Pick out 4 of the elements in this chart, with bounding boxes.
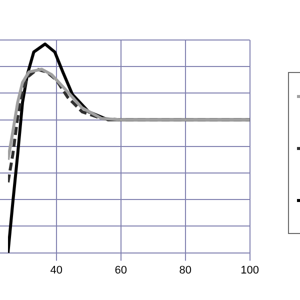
x-tick-label: 80 — [179, 264, 192, 276]
x-tick-label: 100 — [240, 264, 260, 276]
x-tick-label: 40 — [50, 264, 62, 276]
x-tick-label: 60 — [114, 264, 127, 276]
